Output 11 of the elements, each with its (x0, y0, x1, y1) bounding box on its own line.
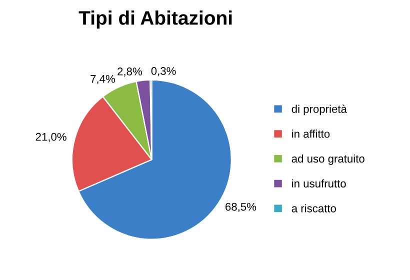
data-label: 7,4% (90, 74, 115, 84)
data-label: 21,0% (36, 132, 66, 142)
data-label: 2,8% (118, 68, 142, 77)
legend-label: a riscatto (292, 204, 336, 212)
chart-title: Tipi di Abitazioni (78, 10, 232, 29)
data-label: 68,5% (226, 202, 256, 212)
data-label: 0,3% (151, 67, 176, 76)
legend-label: in usufrutto (292, 179, 346, 188)
legend-label: in affitto (292, 130, 330, 138)
legend-label: ad uso gratuito (292, 154, 364, 165)
legend-label: di proprietà (292, 104, 347, 116)
